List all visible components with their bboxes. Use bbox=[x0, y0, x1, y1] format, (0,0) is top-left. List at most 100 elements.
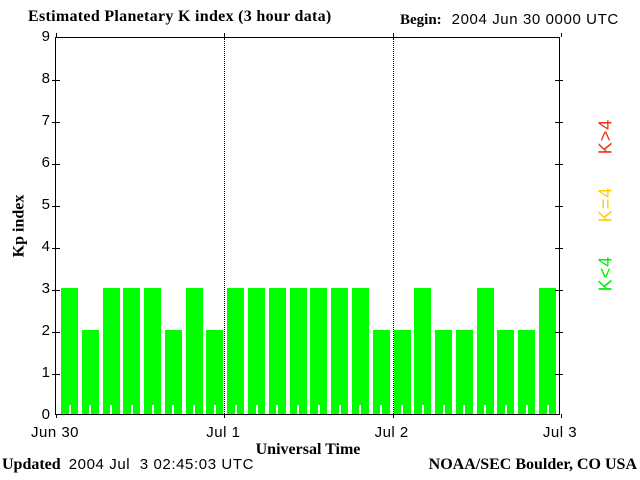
day-boundary-tick bbox=[224, 33, 226, 37]
day-boundary-tick bbox=[56, 33, 57, 37]
bar-base-tick bbox=[130, 405, 133, 414]
y-tick-mark bbox=[52, 332, 60, 333]
kp-bar bbox=[144, 288, 162, 414]
bar-base-tick bbox=[546, 405, 549, 414]
y-tick-mark bbox=[52, 164, 60, 165]
y-tick-label: 2 bbox=[41, 322, 50, 339]
gridline-jul1 bbox=[224, 38, 225, 418]
bar-base-tick bbox=[213, 405, 216, 414]
y-tick-label: 4 bbox=[41, 238, 50, 255]
bar-base-tick bbox=[297, 405, 300, 414]
credit-text: NOAA/SEC Boulder, CO USA bbox=[428, 456, 637, 473]
y-tick-label: 7 bbox=[41, 112, 50, 129]
kp-bar bbox=[248, 288, 266, 414]
kp-bar bbox=[185, 288, 203, 414]
kp-bar bbox=[164, 330, 182, 414]
kp-bar bbox=[227, 288, 245, 414]
y-tick-mark bbox=[555, 374, 563, 375]
legend-item-K4: K>4 bbox=[582, 100, 630, 172]
bar-base-tick bbox=[255, 405, 258, 414]
bar-base-tick bbox=[380, 405, 383, 414]
kp-bar bbox=[497, 330, 515, 414]
y-tick-mark bbox=[555, 80, 563, 81]
bar-base-tick bbox=[421, 405, 424, 414]
updated-timestamp: Updated 2004 Jul 3 02:45:03 UTC bbox=[2, 456, 254, 474]
y-tick-label: 0 bbox=[41, 406, 50, 423]
y-tick-label: 5 bbox=[41, 196, 50, 213]
kp-bar bbox=[123, 288, 141, 414]
kp-bar bbox=[435, 330, 453, 414]
kp-bar bbox=[455, 330, 473, 414]
kp-bar bbox=[206, 330, 224, 414]
y-tick-mark bbox=[52, 80, 60, 81]
y-tick-mark bbox=[52, 290, 60, 291]
kp-bar bbox=[351, 288, 369, 414]
kp-bar bbox=[268, 288, 286, 414]
kp-bar bbox=[81, 330, 99, 414]
kp-bar bbox=[372, 330, 390, 414]
legend-item-K4: K=4 bbox=[582, 168, 630, 240]
kp-bar bbox=[331, 288, 349, 414]
updated-value: 2004 Jul 3 02:45:03 UTC bbox=[68, 456, 255, 473]
kp-bar bbox=[102, 288, 120, 414]
y-tick-mark bbox=[555, 206, 563, 207]
bar-base-tick bbox=[442, 405, 445, 414]
kp-bar bbox=[393, 330, 411, 414]
y-tick-label: 8 bbox=[41, 70, 50, 87]
bar-base-tick bbox=[463, 405, 466, 414]
updated-label: Updated bbox=[2, 456, 61, 473]
day-boundary-tick bbox=[392, 33, 394, 37]
bar-base-tick bbox=[338, 405, 341, 414]
y-tick-mark bbox=[555, 290, 563, 291]
x-axis-title: Universal Time bbox=[255, 441, 361, 458]
bar-base-tick bbox=[484, 405, 487, 414]
bar-base-tick bbox=[110, 405, 113, 414]
kp-bar bbox=[414, 288, 432, 414]
day-boundary-tick bbox=[224, 414, 226, 418]
bar-base-tick bbox=[504, 405, 507, 414]
legend-label: K>4 bbox=[595, 118, 616, 154]
chart-title: Estimated Planetary K index (3 hour data… bbox=[28, 8, 332, 25]
begin-value: 2004 Jun 30 0000 UTC bbox=[451, 11, 619, 28]
begin-annotation: Begin: 2004 Jun 30 0000 UTC bbox=[400, 11, 619, 29]
day-boundary-tick bbox=[561, 414, 562, 418]
kp-bar bbox=[518, 330, 536, 414]
begin-label: Begin: bbox=[400, 12, 442, 28]
day-boundary-tick bbox=[392, 414, 394, 418]
plot-area bbox=[52, 33, 563, 418]
bar-base-tick bbox=[89, 405, 92, 414]
bar-base-tick bbox=[317, 405, 320, 414]
gridline-jul2 bbox=[393, 38, 394, 418]
kp-bar bbox=[289, 288, 307, 414]
x-tick-label: Jul 1 bbox=[206, 424, 241, 441]
y-axis-title-text: Kp index bbox=[10, 194, 27, 258]
y-tick-mark bbox=[52, 122, 60, 123]
day-boundary-tick bbox=[56, 414, 57, 418]
kp-bar bbox=[476, 288, 494, 414]
bar-base-tick bbox=[525, 405, 528, 414]
y-tick-mark bbox=[555, 164, 563, 165]
x-tick-label: Jun 30 bbox=[30, 424, 80, 441]
bar-base-tick bbox=[359, 405, 362, 414]
legend-item-K4: K<4 bbox=[582, 237, 630, 309]
bar-base-tick bbox=[234, 405, 237, 414]
bar-base-tick bbox=[276, 405, 279, 414]
x-tick-label: Jul 2 bbox=[374, 424, 409, 441]
bar-base-tick bbox=[401, 405, 404, 414]
kp-bar bbox=[310, 288, 328, 414]
bar-base-tick bbox=[172, 405, 175, 414]
y-tick-mark bbox=[52, 374, 60, 375]
y-tick-mark bbox=[555, 122, 563, 123]
y-tick-mark bbox=[555, 332, 563, 333]
bar-base-tick bbox=[151, 405, 154, 414]
y-tick-mark bbox=[555, 248, 563, 249]
day-boundary-tick bbox=[561, 33, 562, 37]
legend-label: K<4 bbox=[595, 255, 616, 291]
y-tick-label: 6 bbox=[41, 154, 50, 171]
y-tick-mark bbox=[52, 248, 60, 249]
kp-bar bbox=[539, 288, 556, 414]
y-tick-label: 3 bbox=[41, 280, 50, 297]
y-tick-mark bbox=[52, 206, 60, 207]
bar-base-tick bbox=[68, 405, 71, 414]
